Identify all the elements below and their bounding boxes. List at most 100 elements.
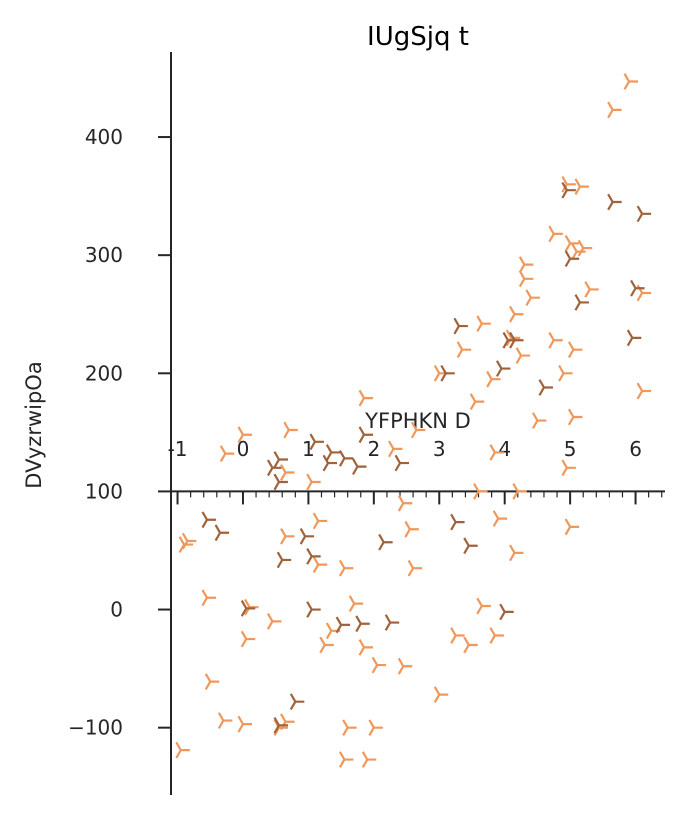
data-point-light xyxy=(525,289,540,307)
data-point-dark xyxy=(273,451,288,468)
data-point-light xyxy=(509,544,524,562)
x-tick-label: 0 xyxy=(237,437,250,461)
data-point-dark xyxy=(440,364,455,382)
data-point-dark xyxy=(338,450,354,467)
data-point-dark xyxy=(273,473,288,491)
data-point-light xyxy=(342,719,357,737)
data-point-light xyxy=(201,589,216,607)
data-point-light xyxy=(574,178,589,196)
data-point-light xyxy=(476,315,491,333)
data-point-dark xyxy=(378,533,393,551)
data-point-light xyxy=(410,421,426,439)
data-point-light xyxy=(175,741,190,759)
data-point-light xyxy=(244,598,259,616)
data-point-light xyxy=(548,331,563,349)
data-point-light xyxy=(564,235,580,252)
data-point-light xyxy=(433,686,449,703)
data-point-light xyxy=(361,751,377,768)
data-point-light xyxy=(486,370,501,388)
data-point-light xyxy=(518,256,534,273)
data-point-light xyxy=(489,444,504,461)
data-point-light xyxy=(312,556,328,574)
x-tick-label: -1 xyxy=(168,437,188,461)
data-point-dark xyxy=(499,603,514,621)
data-point-light xyxy=(548,225,563,243)
data-point-light xyxy=(623,73,639,90)
data-point-light xyxy=(567,341,583,359)
data-point-dark xyxy=(538,379,553,396)
data-point-dark xyxy=(495,360,511,377)
y-tick-label: 200 xyxy=(85,361,123,385)
data-point-dark xyxy=(509,331,524,349)
data-point-light xyxy=(388,440,403,458)
x-tick-label: 6 xyxy=(629,437,642,461)
data-point-light xyxy=(181,532,197,550)
data-point-light xyxy=(577,239,593,257)
data-point-light xyxy=(476,597,491,615)
y-tick-label: 100 xyxy=(85,479,123,503)
y-tick-label: 400 xyxy=(85,125,123,149)
data-point-dark xyxy=(384,614,400,631)
x-tick-label: 4 xyxy=(498,437,511,461)
data-point-dark xyxy=(214,524,230,542)
data-point-light xyxy=(584,281,599,298)
data-points xyxy=(175,73,652,768)
data-point-dark xyxy=(201,511,216,529)
data-point-light xyxy=(407,559,423,577)
data-point-light xyxy=(219,445,235,462)
data-point-light xyxy=(531,412,547,429)
data-point-light xyxy=(178,536,194,553)
data-point-dark xyxy=(322,454,338,472)
y-tick-label: 0 xyxy=(110,598,123,622)
data-point-light xyxy=(237,426,252,444)
data-point-light xyxy=(404,520,419,538)
data-point-dark xyxy=(607,193,622,211)
data-point-light xyxy=(306,473,321,491)
data-point-light xyxy=(564,518,580,536)
data-point-dark xyxy=(325,444,341,461)
data-point-dark xyxy=(289,693,305,711)
data-point-dark xyxy=(352,458,367,475)
data-point-light xyxy=(397,657,413,675)
x-ticks: -1 0 1 2 3 4 5 6 xyxy=(168,437,663,505)
x-tick-label: 3 xyxy=(433,437,446,461)
data-point-dark xyxy=(453,317,468,335)
data-point-dark xyxy=(299,527,315,545)
data-point-dark xyxy=(273,716,288,734)
data-point-light xyxy=(607,101,622,119)
data-point-light xyxy=(492,510,508,527)
data-point-light xyxy=(456,341,472,359)
data-point-light xyxy=(571,243,586,260)
data-point-light xyxy=(561,459,576,477)
data-point-light xyxy=(312,512,328,530)
data-point-light xyxy=(280,464,295,481)
data-point-light xyxy=(338,751,354,768)
data-point-light xyxy=(567,408,583,426)
data-point-light xyxy=(266,613,282,630)
data-point-dark xyxy=(306,548,321,565)
data-point-light xyxy=(450,627,465,644)
data-point-light xyxy=(371,656,387,674)
data-point-light xyxy=(358,389,374,407)
data-point-dark xyxy=(564,250,580,268)
data-point-light xyxy=(558,364,573,382)
data-point-light xyxy=(283,421,298,439)
data-point-light xyxy=(368,719,383,737)
data-point-light xyxy=(636,382,652,400)
data-point-light xyxy=(237,715,252,733)
data-point-light xyxy=(489,627,504,644)
data-point-dark xyxy=(276,551,292,569)
data-point-light xyxy=(348,595,364,612)
data-point-light xyxy=(518,270,534,288)
data-point-light xyxy=(280,527,295,545)
x-tick-label: 2 xyxy=(367,437,380,461)
x-axis: -1 0 1 2 3 4 5 6 xyxy=(168,437,665,505)
data-point-light xyxy=(469,393,485,410)
data-point-light xyxy=(463,636,478,654)
data-point-light xyxy=(204,673,220,690)
data-point-dark xyxy=(240,600,256,617)
data-point-light xyxy=(473,483,488,500)
data-point-dark xyxy=(306,601,321,618)
data-point-dark xyxy=(394,454,410,472)
